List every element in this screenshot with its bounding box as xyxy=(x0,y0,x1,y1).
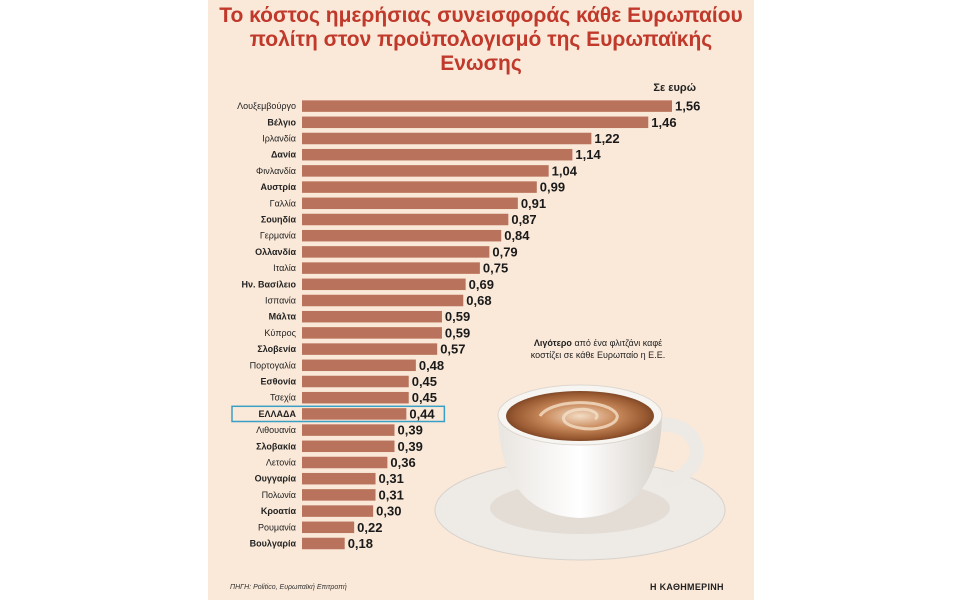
value-label: 0,36 xyxy=(390,455,415,470)
brand-logo: Η ΚΑΘΗΜΕΡΙΝΗ xyxy=(650,582,724,592)
value-label: 0,84 xyxy=(504,228,530,243)
value-label: 0,57 xyxy=(440,342,465,357)
annotation-rest: από ένα φλιτζάνι καφέ κοστίζει σε κάθε Ε… xyxy=(530,338,666,360)
category-label: Φινλανδία xyxy=(256,166,296,176)
bar xyxy=(302,246,490,258)
category-label: Γερμανία xyxy=(260,231,296,241)
source-note: ΠΗΓΗ: Politico, Ευρωπαϊκή Επιτροπή xyxy=(230,584,347,591)
chart-title: Το κόστος ημερήσιας συνεισφοράς κάθε Ευρ… xyxy=(219,4,743,75)
bar xyxy=(302,213,509,226)
bar xyxy=(302,294,464,307)
value-label: 0,45 xyxy=(412,390,437,405)
value-label: 1,14 xyxy=(575,147,601,162)
category-label: Ιρλανδία xyxy=(262,134,296,144)
bar xyxy=(302,197,518,210)
bar xyxy=(302,165,549,177)
category-label: Βουλγαρία xyxy=(250,539,297,549)
value-label: 0,59 xyxy=(445,309,470,324)
category-label: Κύπρος xyxy=(264,328,296,338)
value-label: 0,79 xyxy=(492,244,517,259)
value-label: 0,59 xyxy=(445,325,470,340)
category-label: Σουηδία xyxy=(261,215,297,225)
category-label: Αυστρία xyxy=(260,182,296,192)
category-label: Τσεχία xyxy=(270,393,296,403)
category-label: Ρουμανία xyxy=(258,522,296,532)
bar xyxy=(302,310,442,323)
bar xyxy=(302,489,376,501)
category-label: Μάλτα xyxy=(269,312,297,322)
bar xyxy=(302,505,374,517)
category-label: Σλοβενία xyxy=(257,344,296,354)
annotation-bold: Λιγότερο xyxy=(533,338,572,348)
unit-label: Σε ευρώ xyxy=(653,82,696,94)
value-label: 1,04 xyxy=(552,163,578,178)
value-label: 0,39 xyxy=(398,439,423,454)
value-label: 0,30 xyxy=(376,504,401,519)
category-label: Κροατία xyxy=(261,506,297,516)
category-label: Εσθονία xyxy=(260,377,296,387)
bar xyxy=(302,327,442,339)
value-label: 0,31 xyxy=(379,487,404,502)
bar xyxy=(302,262,480,274)
value-label: 0,75 xyxy=(483,261,508,276)
bar xyxy=(302,472,376,485)
value-label: 0,68 xyxy=(466,293,491,308)
bar xyxy=(302,278,466,291)
bar xyxy=(302,456,388,469)
value-label: 0,99 xyxy=(540,180,565,195)
value-label: 0,44 xyxy=(409,406,435,421)
bar xyxy=(302,229,502,242)
bar xyxy=(302,440,395,453)
category-label: ΕΛΛΑΔΑ xyxy=(259,409,297,419)
value-label: 0,48 xyxy=(419,358,444,373)
category-label: Λετονία xyxy=(266,458,296,468)
bar xyxy=(302,375,409,388)
value-label: 1,22 xyxy=(594,131,619,146)
annotation-text: Λιγότερο από ένα φλιτζάνι καφέ κοστίζει … xyxy=(518,337,678,361)
bar xyxy=(302,116,649,129)
bar xyxy=(302,408,407,420)
category-label: Βέλγιο xyxy=(267,117,296,127)
value-label: 0,45 xyxy=(412,374,437,389)
value-label: 0,69 xyxy=(469,277,494,292)
bar xyxy=(302,343,438,355)
bar xyxy=(302,424,395,436)
category-label: Λιθουανία xyxy=(256,425,296,435)
category-label: Λουξεμβούργο xyxy=(237,101,296,111)
value-label: 0,87 xyxy=(511,212,536,227)
value-label: 0,91 xyxy=(521,196,546,211)
bar xyxy=(302,537,345,550)
bar xyxy=(302,100,672,112)
bar xyxy=(302,391,409,404)
value-label: 0,18 xyxy=(348,536,373,551)
category-label: Πολωνία xyxy=(262,490,296,500)
value-label: 0,39 xyxy=(398,423,423,438)
category-label: Πορτογαλία xyxy=(250,360,296,370)
bar xyxy=(302,148,573,161)
value-label: 0,22 xyxy=(357,520,382,535)
value-label: 1,46 xyxy=(651,115,676,130)
category-label: Ουγγαρία xyxy=(255,474,297,484)
highlight-box xyxy=(231,405,446,423)
bar xyxy=(302,132,592,145)
value-label: 0,31 xyxy=(379,471,404,486)
coffee-cup-icon xyxy=(434,384,726,561)
category-label: Ην. Βασίλειο xyxy=(242,279,297,289)
bar xyxy=(302,359,416,372)
category-label: Ολλανδία xyxy=(255,247,296,257)
category-label: Δανία xyxy=(271,150,297,160)
category-label: Σλοβακία xyxy=(256,441,296,451)
category-label: Ισπανία xyxy=(265,296,296,306)
bar xyxy=(302,181,537,193)
value-label: 1,56 xyxy=(675,99,700,114)
category-label: Γαλλία xyxy=(270,198,296,208)
category-label: Ιταλία xyxy=(273,263,296,273)
bar xyxy=(302,521,355,534)
